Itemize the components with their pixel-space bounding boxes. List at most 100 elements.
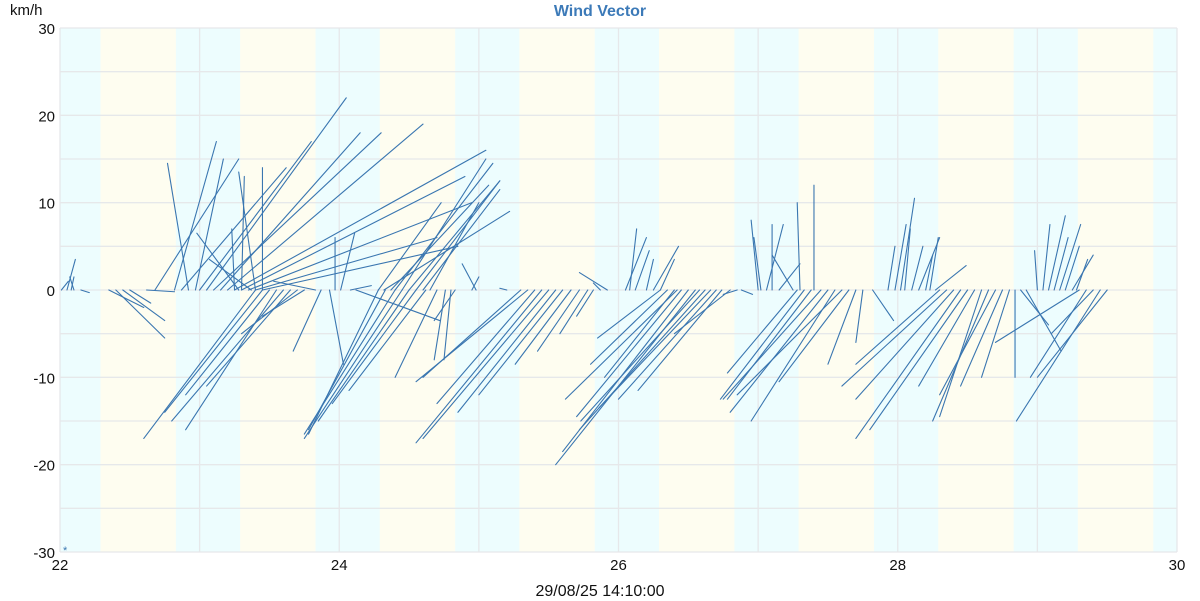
- wind-vector: [208, 258, 252, 291]
- wind-vector: [911, 245, 924, 291]
- wind-vector: [629, 228, 638, 291]
- wind-vector: [436, 289, 536, 405]
- wind-vector: [750, 289, 836, 422]
- wind-vector: [855, 289, 941, 365]
- wind-vector: [726, 289, 798, 374]
- wind-vector: [673, 289, 731, 335]
- x-tick-label: 22: [52, 557, 69, 574]
- wind-vector: [729, 289, 829, 413]
- wind-vector: [213, 132, 382, 291]
- wind-vector: [753, 237, 762, 291]
- wind-vector: [645, 258, 654, 291]
- wind-vector: [1042, 223, 1051, 291]
- y-tick-label: 20: [38, 108, 55, 125]
- wind-vector: [939, 289, 983, 418]
- wind-vector: [129, 289, 152, 304]
- wind-vector: [433, 289, 456, 322]
- wind-vector: [227, 123, 424, 291]
- wind-vector: [394, 289, 438, 378]
- wind-vector: [108, 289, 145, 309]
- x-tick-label: 26: [610, 557, 627, 574]
- wind-vector: [1050, 289, 1094, 335]
- wind-vector: [390, 184, 490, 291]
- wind-vector: [514, 289, 572, 365]
- wind-vector: [576, 289, 594, 317]
- wind-vector: [422, 289, 550, 440]
- wind-vector: [173, 140, 217, 291]
- wind-vector: [231, 228, 236, 291]
- wind-vector: [254, 237, 438, 291]
- wind-vector: [433, 289, 446, 361]
- wind-vector: [659, 258, 675, 291]
- wind-vector: [960, 289, 1004, 387]
- wind-vector: [415, 180, 501, 291]
- wind-vector: [499, 287, 508, 291]
- wind-vector: [1064, 245, 1080, 291]
- wind-vector: [750, 219, 759, 291]
- y-axis-unit-label: km/h: [10, 2, 43, 19]
- wind-vector: [719, 289, 805, 400]
- wind-vector: [115, 289, 166, 339]
- wind-vector: [939, 289, 997, 396]
- wind-vector: [1059, 223, 1082, 291]
- wind-vector: [855, 289, 864, 343]
- wind-vector: [778, 263, 801, 291]
- wind-vector: [918, 289, 976, 387]
- wind-vector: [69, 276, 75, 291]
- wind-vector: [340, 232, 356, 291]
- wind-vector: [164, 289, 264, 413]
- wind-vector: [796, 202, 801, 291]
- x-axis-ticks: 22 24 26 28 30: [52, 557, 1186, 574]
- wind-vector: [872, 289, 895, 322]
- wind-vector: [194, 158, 224, 291]
- y-tick-label: 30: [38, 21, 55, 38]
- wind-vector: [559, 289, 589, 335]
- wind-vector: [994, 289, 1080, 343]
- wind-vector: [415, 289, 543, 444]
- wind-vector: [60, 280, 69, 291]
- wind-vector: [66, 258, 76, 291]
- wind-vector: [457, 289, 557, 413]
- wind-vector: [317, 289, 410, 422]
- wind-vector: [154, 158, 240, 291]
- wind-vector: [377, 202, 442, 291]
- wind-vector: [478, 289, 564, 396]
- wind-vector: [894, 223, 907, 291]
- wind-vector: [328, 289, 344, 365]
- x-tick-label: 30: [1169, 557, 1186, 574]
- wind-vector: [240, 175, 466, 291]
- wind-vector: [122, 289, 166, 322]
- wind-vector: [564, 289, 678, 400]
- wind-vector: [1047, 215, 1066, 291]
- wind-vector: [929, 237, 939, 291]
- wind-vector: [841, 289, 948, 387]
- wind-vector: [855, 289, 955, 400]
- wind-vector: [869, 289, 969, 431]
- wind-vector: [70, 276, 75, 291]
- wind-vector: [233, 149, 487, 291]
- wind-vector: [855, 289, 962, 440]
- wind-vector: [471, 276, 480, 291]
- wind-vector: [1020, 289, 1050, 326]
- footer-timestamp: 29/08/25 14:10:00: [535, 583, 665, 600]
- wind-vector: [1015, 289, 1101, 422]
- wind-vector: [166, 162, 190, 291]
- wind-vector: [726, 289, 812, 400]
- wind-vector: [307, 289, 379, 435]
- wind-vector: [443, 289, 452, 361]
- wind-vector: [461, 263, 477, 291]
- wind-vector: [1075, 258, 1089, 291]
- wind-vector: [722, 289, 822, 400]
- wind-vector: [238, 171, 257, 291]
- y-tick-label: -30: [33, 545, 55, 562]
- wind-vector: [303, 289, 396, 435]
- wind-vector: [422, 189, 501, 291]
- wind-vector: [778, 289, 850, 383]
- wind-vector: [1053, 237, 1069, 291]
- wind-vector: [765, 223, 784, 291]
- wind-vector: [771, 254, 794, 291]
- wind-vector: [1029, 289, 1087, 378]
- wind-vector: [617, 289, 717, 400]
- y-tick-label: 10: [38, 196, 55, 213]
